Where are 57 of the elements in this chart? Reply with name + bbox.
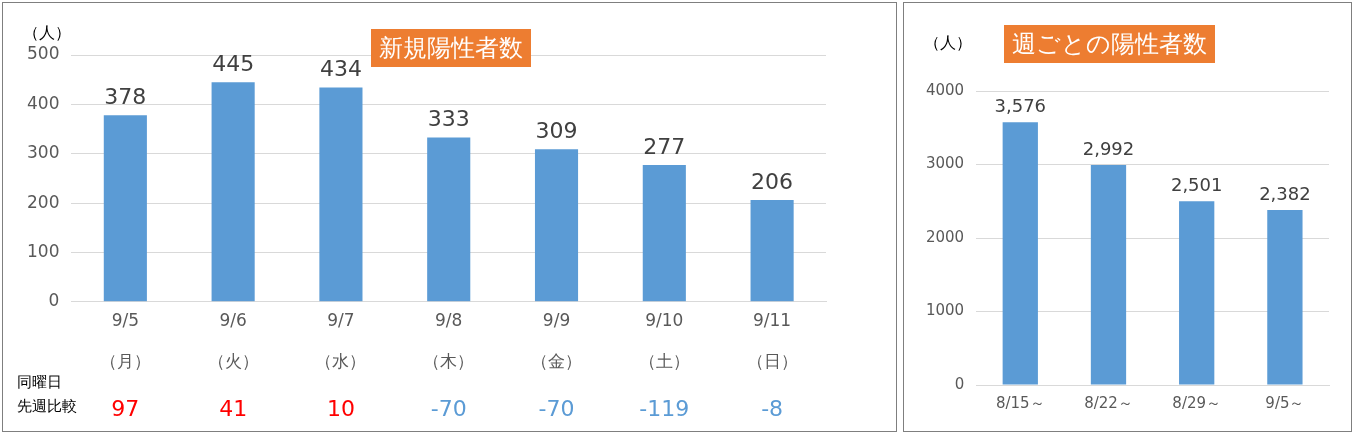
data-label: 206: [751, 168, 794, 194]
y-tick-label: 0: [954, 374, 965, 393]
category-label: 9/11 （日）: [746, 310, 798, 372]
x-tick-label: 8/29～: [1172, 393, 1222, 412]
y-tick-label: 3000: [925, 154, 965, 173]
bar: [750, 200, 794, 302]
y-tick-label: 0: [48, 290, 60, 311]
y-tick-label: 400: [26, 92, 60, 113]
category-label: 9/6 （火）: [207, 310, 259, 372]
y-tick-label: 4000: [925, 80, 965, 99]
x-tick-label: 8/22～: [1084, 393, 1133, 412]
text: -8: [761, 395, 784, 421]
bar: [1002, 122, 1038, 385]
chart-title: 新規陽性者数: [371, 29, 531, 67]
y-axis-title: （人）: [23, 23, 71, 44]
y-tick-label: 300: [26, 142, 60, 163]
bar: [1090, 165, 1127, 385]
data-label: 445: [212, 50, 255, 76]
data-label: 2,382: [1259, 182, 1311, 204]
text: -119: [639, 395, 690, 421]
bar: [534, 149, 579, 302]
y-tick-label: 500: [26, 43, 60, 64]
category-label: 9/5 （月）: [99, 310, 151, 372]
data-label: 2,992: [1082, 137, 1135, 159]
y-tick-label: 1000: [925, 301, 965, 320]
text: 41: [219, 395, 248, 421]
data-label: 3,576: [994, 94, 1047, 116]
category-label: 9/8 （木）: [423, 310, 475, 372]
text: 97: [111, 395, 140, 421]
data-label: 378: [104, 83, 147, 109]
text: 10: [326, 395, 355, 421]
chart-title: 週ごとの陽性者数: [1004, 25, 1215, 63]
x-tick-label: 9/5～: [1265, 393, 1305, 412]
x-tick-label: 8/15～: [995, 393, 1045, 412]
text: 同曜日: [17, 373, 62, 392]
y-axis-title: （人）: [924, 33, 972, 54]
data-label: 277: [643, 133, 686, 159]
bar: [1267, 209, 1303, 385]
bar: [427, 137, 471, 302]
y-tick-label: 200: [26, 191, 60, 212]
category-label: 9/10 （土）: [638, 310, 690, 372]
text: -70: [538, 395, 575, 421]
text: 先週比較: [17, 397, 77, 416]
y-tick-label: 100: [26, 240, 60, 261]
text: -70: [430, 395, 467, 421]
bar: [211, 82, 255, 302]
category-label: 9/7 （水）: [315, 310, 367, 372]
y-tick-label: 2000: [925, 227, 965, 246]
bar: [1179, 201, 1215, 385]
data-label: 309: [535, 118, 578, 143]
bar: [103, 115, 147, 302]
data-label: 434: [319, 56, 362, 82]
data-label: 333: [427, 106, 470, 132]
bar: [642, 165, 686, 302]
bar: [319, 87, 363, 302]
data-label: 2,501: [1170, 173, 1223, 195]
category-label: 9/9 （金）: [531, 310, 583, 372]
